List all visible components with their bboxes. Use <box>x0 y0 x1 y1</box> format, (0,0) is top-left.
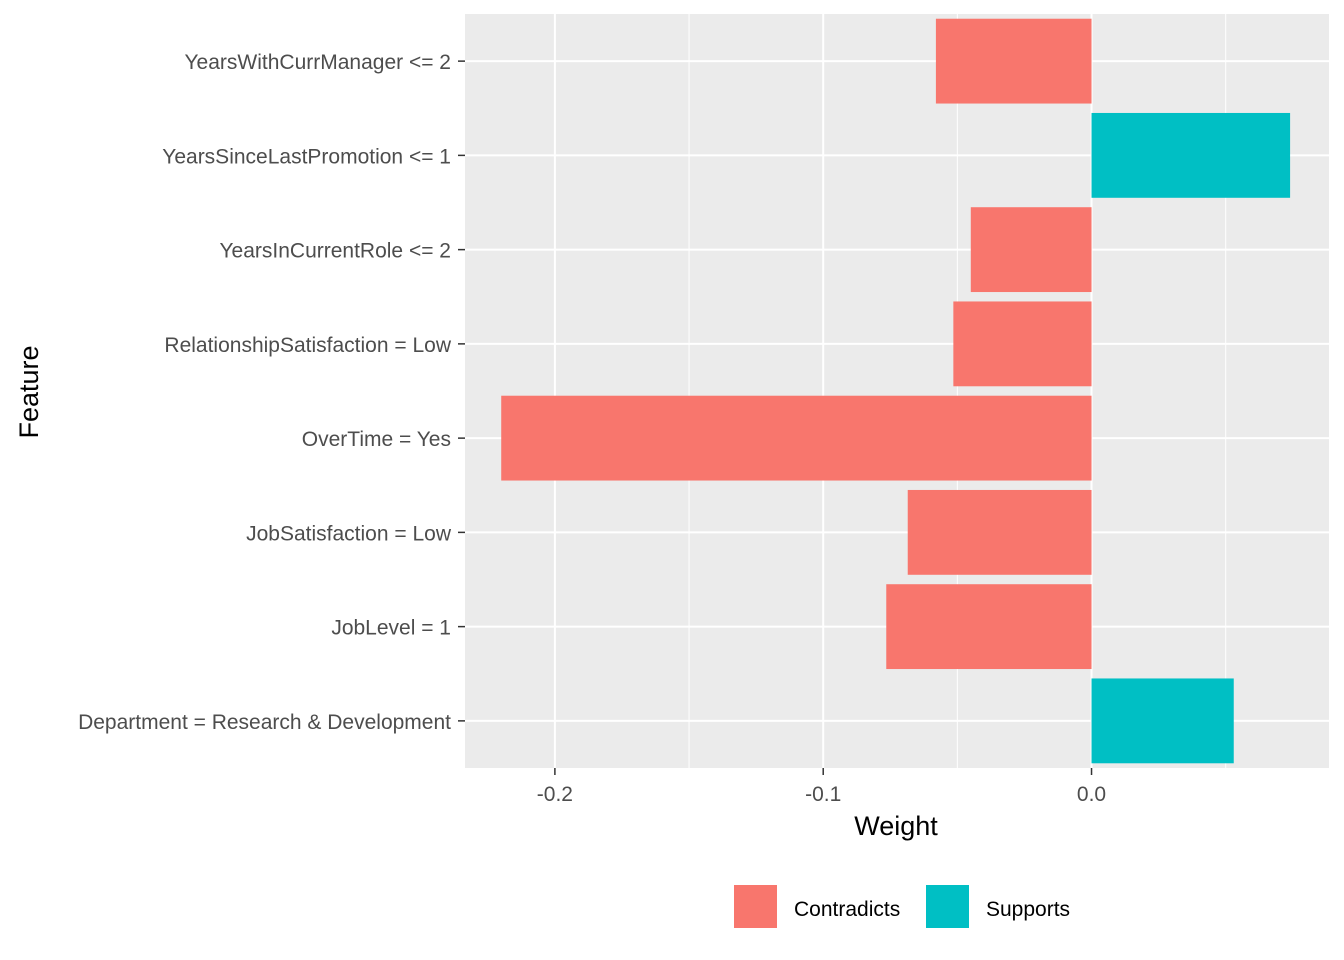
y-tick-label: JobSatisfaction = Low <box>246 522 452 545</box>
x-tick-label: 0.0 <box>1077 783 1106 806</box>
y-tick-label: Department = Research & Development <box>78 711 451 734</box>
bar-contradicts <box>501 395 1092 481</box>
y-tick-label: YearsInCurrentRole <= 2 <box>219 240 451 263</box>
bar-supports <box>1091 112 1291 198</box>
y-tick-label: JobLevel = 1 <box>331 617 451 640</box>
legend: Contradicts Supports <box>732 883 1070 930</box>
bar-supports <box>1091 678 1234 764</box>
bar-contradicts <box>970 207 1092 293</box>
bar-contradicts <box>886 584 1092 670</box>
y-tick-label: YearsWithCurrManager <= 2 <box>184 51 451 74</box>
x-tick-label: -0.2 <box>537 783 573 806</box>
y-axis: YearsWithCurrManager <= 2 YearsSinceLastP… <box>78 51 465 734</box>
y-tick-label: OverTime = Yes <box>302 428 451 451</box>
y-tick-label: YearsSinceLastPromotion <= 1 <box>162 145 451 168</box>
bars <box>501 18 1291 764</box>
x-axis: -0.2 -0.1 0.0 <box>537 768 1106 806</box>
legend-label: Supports <box>986 898 1070 921</box>
legend-key-contradicts <box>732 883 779 930</box>
y-axis-title: Feature <box>14 345 44 438</box>
x-axis-title: Weight <box>854 811 938 841</box>
legend-key-supports <box>924 883 971 930</box>
x-tick-label: -0.1 <box>805 783 841 806</box>
bar-contradicts <box>907 489 1092 575</box>
bar-contradicts <box>953 301 1092 387</box>
legend-label: Contradicts <box>794 898 900 921</box>
y-tick-label: RelationshipSatisfaction = Low <box>164 334 451 357</box>
bar-contradicts <box>935 18 1092 104</box>
